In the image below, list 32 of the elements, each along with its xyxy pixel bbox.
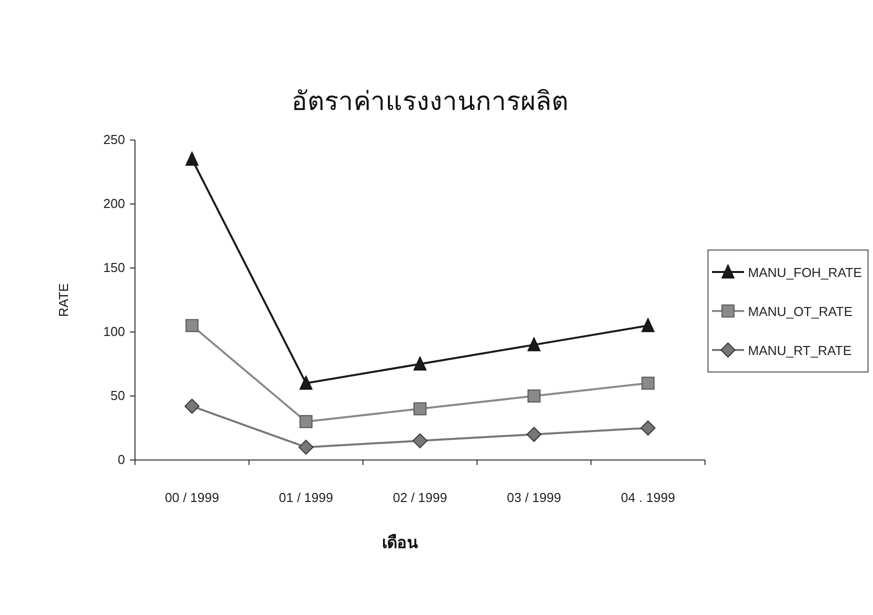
y-axis-title: RATE xyxy=(56,282,71,317)
legend-label: MANU_OT_RATE xyxy=(748,304,853,319)
legend-label: MANU_FOH_RATE xyxy=(748,265,862,280)
point xyxy=(414,356,426,370)
point xyxy=(186,152,198,166)
point xyxy=(298,440,314,455)
point xyxy=(526,426,542,442)
point xyxy=(300,376,312,390)
y-tick-label: 150 xyxy=(103,260,125,275)
y-tick-label: 50 xyxy=(110,388,125,403)
point xyxy=(186,319,198,332)
point xyxy=(528,390,540,402)
point xyxy=(528,337,540,352)
y-tick-label: 100 xyxy=(103,324,125,339)
x-tick-label: 04 . 1999 xyxy=(620,490,676,505)
y-tick-label: 250 xyxy=(103,132,125,147)
y-tick-label: 200 xyxy=(103,196,125,211)
point xyxy=(414,402,426,416)
point xyxy=(412,433,428,448)
chart-title: อัตราค่าแรงงานการผลิต xyxy=(292,86,568,116)
legend-label: MANU_RT_RATE xyxy=(748,343,852,358)
point xyxy=(642,318,654,332)
x-tick-label: 03 / 1999 xyxy=(506,490,562,505)
x-axis-title: เดือน xyxy=(382,534,418,552)
point xyxy=(640,420,656,436)
x-tick-label: 02 / 1999 xyxy=(392,490,448,505)
y-tick-label: 0 xyxy=(118,452,125,467)
point xyxy=(642,376,654,390)
x-tick-label: 01 / 1999 xyxy=(278,490,334,505)
x-tick-label: 00 / 1999 xyxy=(164,490,220,505)
point xyxy=(184,398,200,414)
point xyxy=(300,415,312,428)
